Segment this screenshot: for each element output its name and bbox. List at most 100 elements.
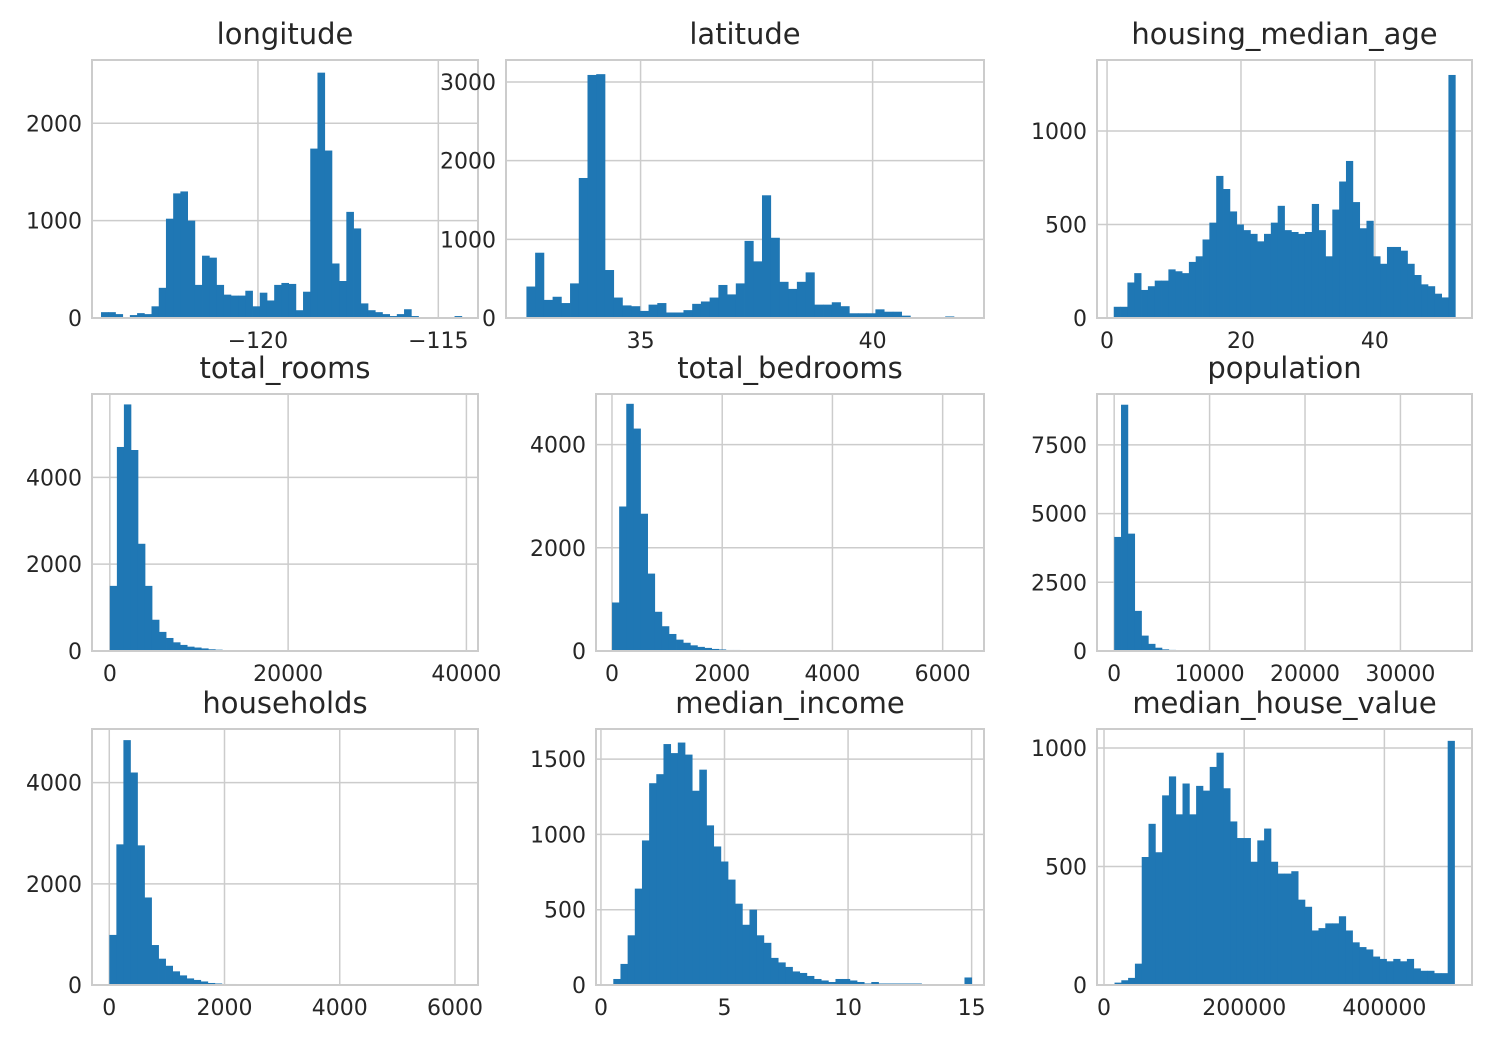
histogram-bar — [1134, 273, 1142, 318]
histogram-bar — [324, 150, 333, 318]
y-tick-label: 0 — [572, 974, 586, 999]
histogram-bar — [792, 971, 801, 985]
y-tick-label: 0 — [68, 974, 82, 999]
histogram-bar — [735, 283, 745, 318]
histogram-bar — [180, 191, 188, 318]
histogram-bar — [749, 909, 758, 985]
panel-title: housing_median_age — [1131, 17, 1437, 51]
histogram-bar — [1311, 930, 1319, 985]
histogram-bar — [690, 645, 698, 651]
histogram-bar — [633, 428, 641, 651]
histogram-bar — [252, 306, 261, 318]
histogram-bar — [1277, 205, 1285, 318]
histogram-bar — [1448, 74, 1456, 319]
histogram-bar — [875, 309, 885, 318]
panel-total-bedrooms: total_bedrooms 0 2000 4000 6000 0 2000 4000 — [530, 351, 985, 687]
histogram-bar — [1113, 306, 1121, 318]
x-tick-label: 0 — [1100, 329, 1114, 354]
histogram-bar — [1325, 256, 1333, 318]
x-tick-label: 30000 — [1365, 662, 1435, 687]
histogram-bar — [1413, 968, 1421, 985]
histogram-bar — [866, 313, 876, 318]
histogram-bar — [180, 644, 188, 651]
histogram-bars — [109, 740, 462, 985]
histogram-bar — [1379, 958, 1387, 985]
y-tick-label: 0 — [1073, 974, 1087, 999]
histogram-bar — [123, 740, 131, 985]
histogram-bar — [727, 879, 736, 985]
histogram-bar — [151, 306, 160, 318]
histogram-bar — [1175, 271, 1183, 318]
histogram-bar — [1182, 783, 1190, 985]
histogram-bar — [1400, 250, 1408, 318]
histogram-bar — [1161, 280, 1169, 318]
histogram-bar — [742, 924, 750, 985]
panel-latitude: latitude 35 40 0 1000 2000 3000 — [440, 17, 985, 354]
histogram-bar — [1202, 239, 1210, 318]
histogram-bar — [116, 446, 125, 651]
y-tick-label: 1000 — [1031, 737, 1087, 762]
x-tick-label: 0 — [1097, 996, 1111, 1021]
histogram-bar — [1236, 838, 1245, 985]
histogram-bar — [116, 844, 124, 985]
histogram-bar — [796, 281, 807, 318]
y-tick-label: 0 — [1073, 307, 1087, 332]
histogram-bar — [173, 642, 181, 651]
histogram-bar — [535, 252, 545, 318]
histogram-bar — [1298, 899, 1306, 985]
histogram-bar — [744, 240, 754, 318]
y-tick-label: 2500 — [1031, 571, 1087, 596]
y-tick-label: 500 — [1045, 855, 1087, 880]
histogram-bar — [1393, 246, 1402, 318]
histogram-bar — [699, 769, 707, 985]
histogram-bar — [657, 303, 667, 318]
histogram-bar — [627, 935, 636, 985]
x-tick-label: 20 — [1227, 329, 1255, 354]
histogram-bar — [1332, 209, 1340, 318]
histogram-bar — [778, 962, 786, 985]
histogram-bar — [1127, 282, 1135, 318]
x-tick-label: 2000 — [694, 662, 750, 687]
histogram-bar — [303, 291, 311, 318]
panel-title: longitude — [217, 17, 354, 51]
histogram-bar — [1291, 871, 1299, 985]
histogram-bar — [1366, 220, 1374, 318]
histogram-bar — [331, 263, 340, 318]
histogram-bar — [137, 845, 145, 985]
y-tick-label: 2000 — [26, 873, 82, 898]
histogram-bar — [709, 297, 719, 318]
histogram-bar — [756, 935, 765, 985]
y-tick-label: 2000 — [26, 553, 82, 578]
histogram-bar — [1134, 963, 1143, 985]
histogram-bar — [130, 450, 139, 651]
panel-title: total_rooms — [200, 351, 371, 385]
histogram-bar — [552, 296, 562, 318]
x-tick-label: 0 — [1107, 662, 1121, 687]
panel-housing-median-age: housing_median_age 0 20 40 0 500 1000 — [1031, 17, 1473, 354]
histogram-bar — [194, 647, 202, 651]
histogram-bar — [1298, 233, 1306, 318]
histogram-bar — [1386, 246, 1395, 318]
histogram-bar — [543, 299, 553, 318]
histogram-bar — [1230, 821, 1238, 985]
histogram-bar — [1141, 289, 1149, 318]
histogram-bar — [663, 744, 672, 985]
x-tick-label: 0 — [103, 662, 117, 687]
histogram-bar — [654, 611, 663, 651]
y-tick-label: 4000 — [530, 434, 586, 459]
histogram-bar — [668, 633, 677, 651]
histogram-bar — [842, 978, 851, 985]
x-tick-label: −120 — [228, 329, 288, 354]
histogram-bar — [620, 963, 629, 985]
histogram-bar — [1434, 293, 1442, 318]
histogram-bar — [835, 978, 844, 985]
histogram-bar — [1380, 263, 1388, 318]
histogram-bar — [840, 306, 850, 318]
histogram-bar — [1277, 873, 1285, 985]
histogram-bar — [1393, 958, 1401, 985]
histogram-bars — [1114, 740, 1455, 985]
histogram-bar — [288, 283, 297, 318]
panel-population: population 0 10000 20000 30000 0 2500 5000 7500 — [1031, 351, 1473, 687]
histogram-bar — [166, 637, 174, 651]
histogram-bar — [115, 314, 124, 318]
